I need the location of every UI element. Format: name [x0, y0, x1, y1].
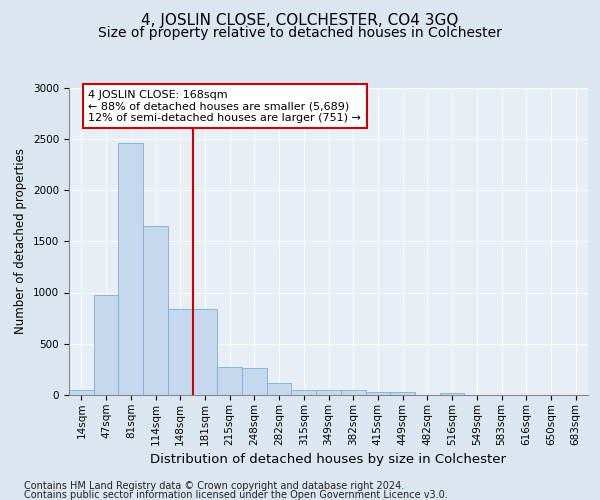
Bar	[217, 368, 242, 395]
Bar	[267, 382, 292, 395]
Bar	[341, 390, 365, 395]
Bar	[143, 226, 168, 395]
Bar	[316, 390, 341, 395]
Text: Contains public sector information licensed under the Open Government Licence v3: Contains public sector information licen…	[24, 490, 448, 500]
X-axis label: Distribution of detached houses by size in Colchester: Distribution of detached houses by size …	[151, 453, 506, 466]
Bar	[168, 309, 193, 395]
Bar	[292, 390, 316, 395]
Bar	[118, 143, 143, 395]
Bar	[440, 392, 464, 395]
Text: 4 JOSLIN CLOSE: 168sqm
← 88% of detached houses are smaller (5,689)
12% of semi-: 4 JOSLIN CLOSE: 168sqm ← 88% of detached…	[88, 90, 361, 122]
Bar	[69, 390, 94, 395]
Bar	[390, 392, 415, 395]
Bar	[365, 392, 390, 395]
Bar	[193, 309, 217, 395]
Y-axis label: Number of detached properties: Number of detached properties	[14, 148, 28, 334]
Text: Contains HM Land Registry data © Crown copyright and database right 2024.: Contains HM Land Registry data © Crown c…	[24, 481, 404, 491]
Bar	[242, 368, 267, 395]
Bar	[94, 295, 118, 395]
Text: 4, JOSLIN CLOSE, COLCHESTER, CO4 3GQ: 4, JOSLIN CLOSE, COLCHESTER, CO4 3GQ	[142, 12, 458, 28]
Text: Size of property relative to detached houses in Colchester: Size of property relative to detached ho…	[98, 26, 502, 40]
